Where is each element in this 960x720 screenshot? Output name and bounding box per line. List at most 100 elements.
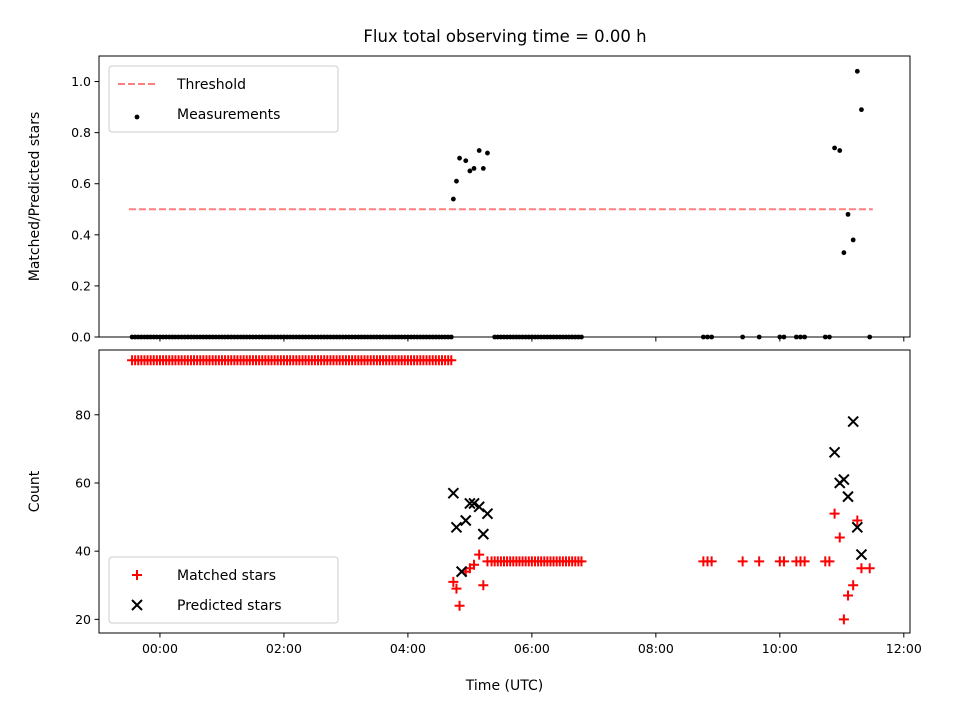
- predicted-star-point: [838, 473, 850, 486]
- measurement-point: [450, 196, 456, 202]
- measurement-point: [471, 166, 477, 171]
- predicted-star-point: [842, 490, 854, 503]
- measurement-point: [480, 166, 486, 171]
- y-tick-label: 0.8: [71, 125, 91, 140]
- legend: Matched stars Predicted stars: [108, 556, 339, 624]
- measurement-point: [485, 150, 490, 156]
- matched-star-point: [474, 549, 485, 560]
- measurement-point: [859, 107, 864, 113]
- predicted-star-point: [847, 415, 859, 428]
- y-tick-label: 1.0: [71, 74, 91, 89]
- plot-area: [127, 355, 875, 625]
- predicted-star-point: [481, 507, 494, 520]
- y-tick-label: 0.6: [71, 176, 91, 191]
- predicted-star-point: [851, 521, 864, 534]
- x-tick-label: 04:00: [390, 641, 426, 656]
- predicted-star-point: [460, 514, 472, 527]
- y-tick-label: 0.0: [71, 330, 91, 345]
- plot-area: [128, 68, 873, 340]
- y-tick-label: 40: [75, 544, 91, 559]
- matched-star-point: [754, 556, 765, 567]
- predicted-star-point: [855, 548, 868, 561]
- y-tick-label: 80: [75, 407, 91, 422]
- matched-star-point: [829, 508, 840, 519]
- matched-star-point: [799, 556, 810, 567]
- matched-star-point: [737, 556, 748, 567]
- legend-label: Matched stars: [177, 568, 276, 584]
- measurement-point: [841, 250, 847, 256]
- measurement-point: [867, 334, 873, 340]
- measurement-point: [740, 334, 746, 340]
- measurement-point: [802, 334, 808, 340]
- legend: Threshold Measurements: [108, 65, 339, 133]
- predicted-star-point: [468, 497, 480, 510]
- measurement-point: [454, 178, 459, 184]
- legend-box: [108, 65, 339, 133]
- measurement-point: [822, 334, 828, 340]
- measurement-point: [845, 211, 851, 217]
- measurement-point: [467, 168, 473, 174]
- legend-label: Predicted stars: [177, 598, 282, 614]
- matched-star-point: [576, 556, 587, 567]
- matched-star-point: [778, 556, 789, 567]
- measurement-point: [709, 334, 715, 340]
- y-tick-label: 0.4: [71, 227, 91, 242]
- measurement-point: [827, 334, 832, 340]
- matched-star-point: [834, 532, 845, 543]
- x-tick-label: 00:00: [142, 641, 178, 656]
- axes-frame: [98, 349, 911, 634]
- x-tick-label: 02:00: [266, 641, 302, 656]
- matched-star-point: [852, 515, 863, 526]
- y-tick-label: 20: [75, 612, 91, 627]
- matched-star-point: [451, 583, 462, 594]
- x-tick-label: 08:00: [638, 641, 674, 656]
- measurement-point: [793, 334, 799, 340]
- chart-title: Flux total observing time = 0.00 h: [363, 27, 646, 46]
- measurement-point: [756, 334, 762, 340]
- x-tick-label: 06:00: [514, 641, 550, 656]
- count-panel: 00:00 02:00 04:00 06:00 08:00 10:00 12:00 20 40 6…: [27, 349, 922, 694]
- matched-star-point: [864, 563, 875, 574]
- matched-star-point: [454, 600, 465, 611]
- measurement-point: [798, 334, 803, 340]
- ratio-panel: 0.0 0.2 0.4 0.6 0.8 1.0 Matched/Predicted star…: [27, 55, 911, 345]
- measurement-point: [832, 145, 837, 151]
- legend-matched-swatch: [132, 570, 142, 580]
- legend-label: Threshold: [176, 77, 246, 93]
- measurement-point: [457, 155, 462, 161]
- measurement-point: [781, 334, 787, 340]
- predicted-star-point: [477, 528, 490, 540]
- measurement-point: [777, 334, 783, 340]
- predicted-star-point: [828, 446, 841, 458]
- x-tick-label: 12:00: [886, 641, 922, 656]
- predicted-star-point: [447, 487, 460, 499]
- predicted-star-point: [473, 501, 485, 513]
- matched-star-point: [469, 559, 480, 570]
- measurement-point: [850, 237, 856, 243]
- x-tick-label: 10:00: [762, 641, 798, 656]
- measurement-point: [705, 334, 710, 340]
- measurement-point: [448, 334, 454, 340]
- matched-star-point: [848, 580, 859, 591]
- measurement-point: [837, 148, 843, 153]
- matched-star-point: [478, 580, 489, 591]
- measurement-point: [700, 334, 706, 340]
- legend-label: Measurements: [177, 107, 280, 123]
- matched-star-point: [446, 355, 457, 366]
- measurement-point: [579, 334, 584, 340]
- predicted-star-point: [455, 565, 468, 578]
- matched-star-point: [706, 556, 717, 567]
- measurement-point: [463, 158, 469, 164]
- predicted-star-point: [464, 497, 476, 510]
- matched-star-point: [824, 556, 835, 567]
- measurement-point: [476, 148, 482, 153]
- y-tick-label: 60: [75, 475, 91, 490]
- y-axis-label: Matched/Predicted stars: [27, 112, 43, 282]
- y-axis-label: Count: [27, 470, 43, 512]
- x-axis-label: Time (UTC): [465, 678, 543, 694]
- predicted-star-point: [450, 521, 463, 534]
- legend-measurement-swatch: [134, 114, 140, 120]
- matched-star-point: [843, 590, 854, 601]
- measurement-point: [854, 68, 860, 74]
